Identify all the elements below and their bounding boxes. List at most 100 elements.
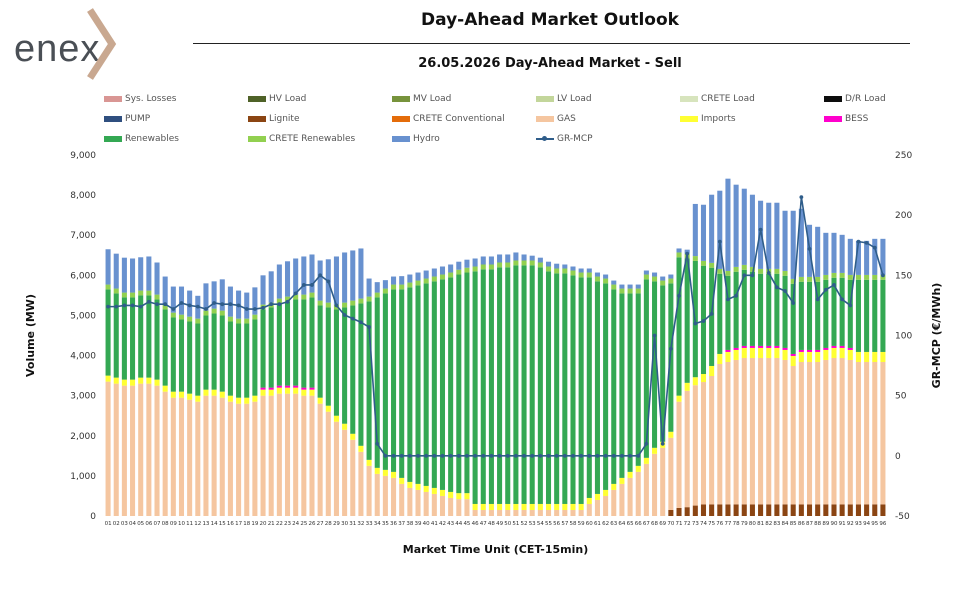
bar-segment bbox=[660, 285, 666, 442]
bar-segment bbox=[121, 257, 127, 293]
bar-segment bbox=[317, 305, 323, 398]
x-tick-label: 14 bbox=[211, 521, 218, 527]
bar-segment bbox=[170, 286, 176, 313]
y-tick-label: 1,000 bbox=[70, 472, 96, 482]
bar-segment bbox=[529, 260, 535, 266]
legend-swatch bbox=[104, 115, 122, 122]
bar-segment bbox=[611, 489, 617, 516]
bar-segment bbox=[872, 361, 878, 505]
bar-segment bbox=[717, 353, 723, 364]
bar-segment bbox=[236, 397, 242, 404]
bar-segment bbox=[203, 395, 209, 516]
bar-segment bbox=[268, 307, 274, 388]
gr-mcp-point bbox=[334, 303, 339, 308]
bar-segment bbox=[586, 503, 592, 516]
bar-segment bbox=[219, 391, 225, 398]
logo-wordmark: enex bbox=[14, 28, 101, 70]
bar-segment bbox=[382, 288, 388, 294]
x-tick-label: 73 bbox=[692, 521, 699, 527]
x-tick-label: 54 bbox=[537, 521, 544, 527]
bar-segment bbox=[594, 276, 600, 282]
legend-label: CRETE Conventional bbox=[413, 114, 505, 124]
bar-segment bbox=[562, 268, 568, 274]
gr-mcp-point bbox=[668, 346, 673, 351]
bar-segment bbox=[806, 281, 813, 350]
bar-segment bbox=[227, 286, 233, 317]
bar-segment bbox=[113, 377, 119, 384]
gr-mcp-point bbox=[856, 239, 861, 244]
legend-item: Hydro bbox=[392, 134, 440, 144]
bar-segment bbox=[505, 262, 511, 268]
bar-segment bbox=[268, 389, 274, 396]
bar-segment bbox=[643, 279, 649, 458]
gr-mcp-point bbox=[277, 302, 282, 307]
y2-tick-label: 100 bbox=[895, 332, 912, 342]
bar-segment bbox=[831, 347, 837, 358]
bar-segment bbox=[676, 252, 682, 258]
x-tick-label: 55 bbox=[545, 521, 552, 527]
bar-segment bbox=[301, 299, 307, 388]
bar-segment bbox=[488, 269, 494, 504]
bar-segment bbox=[138, 377, 144, 384]
bar-segment bbox=[211, 395, 217, 516]
legend-label: CRETE Renewables bbox=[269, 134, 356, 144]
legend-label: Hydro bbox=[413, 134, 440, 144]
gr-mcp-point bbox=[473, 453, 478, 458]
bar-segment bbox=[741, 357, 747, 505]
bar-segment bbox=[619, 293, 625, 478]
bar-segment bbox=[317, 260, 323, 301]
bar-segment bbox=[138, 290, 144, 296]
bar-segment bbox=[113, 253, 119, 289]
bar-segment bbox=[790, 504, 796, 516]
bar-segment bbox=[855, 274, 861, 280]
bar-segment bbox=[105, 381, 111, 516]
bar-segment bbox=[733, 347, 739, 350]
bar-segment bbox=[227, 321, 233, 396]
bar-segment bbox=[317, 300, 323, 306]
bar-segment bbox=[692, 377, 698, 386]
bar-segment bbox=[130, 258, 136, 293]
bar-segment bbox=[790, 210, 796, 279]
x-tick-label: 32 bbox=[357, 521, 364, 527]
bar-segment bbox=[399, 477, 405, 484]
bar-segment bbox=[570, 275, 576, 504]
bar-segment bbox=[733, 266, 739, 272]
gr-mcp-point bbox=[693, 321, 698, 326]
gr-mcp-point bbox=[726, 297, 730, 302]
gr-mcp-point bbox=[848, 303, 853, 308]
bar-segment bbox=[391, 276, 397, 285]
bar-segment bbox=[578, 503, 584, 510]
bar-segment bbox=[252, 401, 258, 516]
bar-segment bbox=[317, 403, 323, 516]
x-tick-label: 53 bbox=[529, 521, 536, 527]
x-tick-label: 87 bbox=[806, 521, 813, 527]
bar-segment bbox=[276, 387, 282, 394]
bar-segment bbox=[880, 361, 886, 505]
bar-segment bbox=[529, 255, 535, 261]
x-tick-label: 66 bbox=[635, 521, 642, 527]
x-tick-label: 42 bbox=[439, 521, 446, 527]
bar-segment bbox=[293, 393, 299, 516]
x-tick-label: 76 bbox=[716, 521, 723, 527]
legend-swatch bbox=[248, 95, 266, 102]
bar-segment bbox=[545, 261, 552, 267]
legend-item: CRETE Load bbox=[680, 94, 755, 104]
bar-segment bbox=[431, 281, 437, 488]
bar-segment bbox=[847, 238, 853, 275]
bar-segment bbox=[717, 268, 723, 274]
bar-segment bbox=[864, 279, 870, 352]
gr-mcp-point bbox=[326, 279, 331, 284]
bar-segment bbox=[627, 293, 633, 472]
bar-segment bbox=[790, 355, 796, 366]
bar-segment bbox=[252, 287, 258, 315]
bar-segment bbox=[415, 489, 421, 516]
bar-segment bbox=[627, 477, 633, 516]
bar-segment bbox=[284, 301, 291, 386]
bar-segment bbox=[260, 275, 266, 305]
bar-segment bbox=[725, 275, 731, 350]
gr-mcp-point bbox=[236, 303, 241, 308]
gr-mcp-point bbox=[832, 283, 836, 287]
gr-mcp-point bbox=[489, 453, 494, 458]
bar-segment bbox=[431, 276, 437, 282]
bar-segment bbox=[382, 280, 388, 289]
